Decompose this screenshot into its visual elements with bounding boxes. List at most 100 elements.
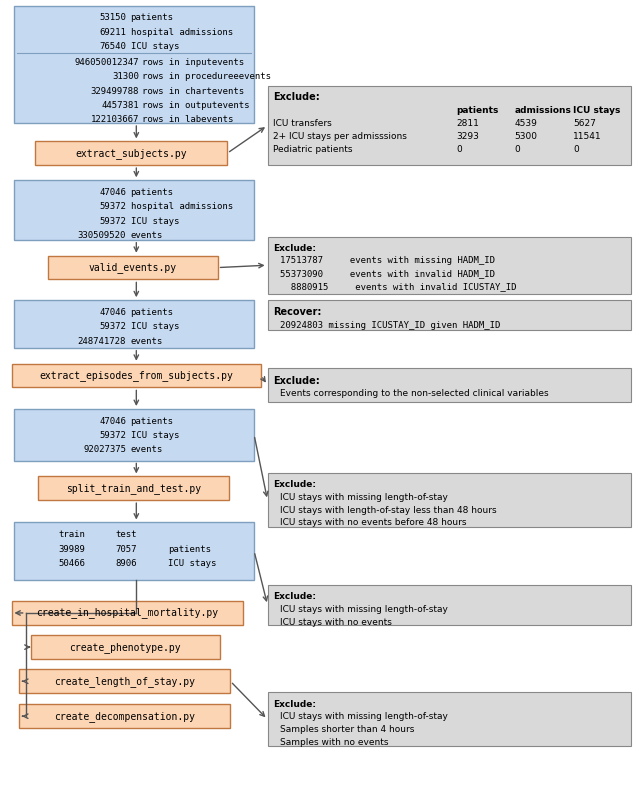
Text: Exclude:: Exclude:	[273, 244, 316, 252]
Text: 0: 0	[456, 145, 462, 153]
Text: 4539: 4539	[515, 119, 538, 128]
FancyBboxPatch shape	[19, 704, 230, 728]
Text: 248741728: 248741728	[77, 337, 126, 345]
Text: hospital admissions: hospital admissions	[131, 28, 233, 37]
Text: Samples shorter than 4 hours: Samples shorter than 4 hours	[280, 725, 415, 734]
Text: Exclude:: Exclude:	[273, 376, 319, 386]
Text: ICU transfers: ICU transfers	[273, 119, 332, 128]
Text: 53150: 53150	[99, 13, 126, 22]
Text: 11541: 11541	[573, 132, 602, 141]
Text: events: events	[131, 337, 163, 345]
FancyBboxPatch shape	[48, 256, 218, 279]
Text: ICU stays: ICU stays	[168, 559, 216, 568]
Text: Samples with no events: Samples with no events	[280, 738, 389, 746]
FancyBboxPatch shape	[268, 368, 631, 402]
Text: 3293: 3293	[456, 132, 479, 141]
Text: 69211: 69211	[99, 28, 126, 37]
FancyBboxPatch shape	[14, 180, 254, 240]
FancyBboxPatch shape	[12, 364, 261, 387]
FancyBboxPatch shape	[35, 141, 227, 165]
Text: 5627: 5627	[573, 119, 596, 128]
FancyBboxPatch shape	[14, 300, 254, 348]
Text: Exclude:: Exclude:	[273, 700, 316, 708]
Text: patients: patients	[131, 188, 173, 197]
Text: 92027375: 92027375	[83, 445, 126, 454]
Text: ICU stays with missing length-of-stay: ICU stays with missing length-of-stay	[280, 493, 448, 502]
Text: rows in chartevents: rows in chartevents	[142, 87, 244, 95]
Text: rows in labevents: rows in labevents	[142, 115, 234, 124]
Text: ICU stays with no events: ICU stays with no events	[280, 618, 392, 626]
Text: split_train_and_test.py: split_train_and_test.py	[66, 483, 202, 494]
Text: 59372: 59372	[99, 322, 126, 331]
Text: Exclude:: Exclude:	[273, 92, 319, 102]
Text: 47046: 47046	[99, 188, 126, 197]
FancyBboxPatch shape	[268, 473, 631, 527]
Text: rows in procedureeevents: rows in procedureeevents	[142, 72, 271, 81]
Text: ICU stays: ICU stays	[131, 431, 179, 440]
Text: 5300: 5300	[515, 132, 538, 141]
Text: 2+ ICU stays per admisssions: 2+ ICU stays per admisssions	[273, 132, 406, 141]
Text: 7057: 7057	[115, 545, 137, 553]
FancyBboxPatch shape	[14, 409, 254, 461]
Text: 76540: 76540	[99, 42, 126, 51]
Text: 0: 0	[515, 145, 520, 153]
Text: create_in_hospital_mortality.py: create_in_hospital_mortality.py	[36, 607, 218, 619]
FancyBboxPatch shape	[268, 237, 631, 294]
Text: events: events	[131, 445, 163, 454]
Text: extract_episodes_from_subjects.py: extract_episodes_from_subjects.py	[40, 370, 233, 381]
Text: valid_events.py: valid_events.py	[89, 262, 177, 273]
Text: 8906: 8906	[115, 559, 137, 568]
Text: extract_subjects.py: extract_subjects.py	[76, 148, 187, 159]
FancyBboxPatch shape	[268, 86, 631, 165]
Text: train: train	[58, 530, 85, 539]
Text: patients: patients	[168, 545, 211, 553]
Text: ICU stays with no events before 48 hours: ICU stays with no events before 48 hours	[280, 518, 467, 527]
Text: patients: patients	[131, 417, 173, 426]
FancyBboxPatch shape	[12, 601, 243, 625]
Text: 31300: 31300	[112, 72, 139, 81]
FancyBboxPatch shape	[14, 522, 254, 580]
FancyBboxPatch shape	[268, 692, 631, 746]
Text: create_decompensation.py: create_decompensation.py	[54, 711, 195, 722]
FancyBboxPatch shape	[19, 669, 230, 693]
FancyBboxPatch shape	[31, 635, 220, 659]
Text: 17513787     events with missing HADM_ID: 17513787 events with missing HADM_ID	[280, 256, 495, 265]
Text: ICU stays: ICU stays	[131, 42, 179, 51]
Text: rows in outputevents: rows in outputevents	[142, 101, 250, 110]
Text: 946050012347: 946050012347	[74, 58, 139, 67]
FancyBboxPatch shape	[14, 6, 254, 123]
Text: Events corresponding to the non-selected clinical variables: Events corresponding to the non-selected…	[280, 389, 549, 398]
Text: Pediatric patients: Pediatric patients	[273, 145, 352, 153]
Text: ICU stays with length-of-stay less than 48 hours: ICU stays with length-of-stay less than …	[280, 506, 497, 515]
Text: ICU stays: ICU stays	[573, 106, 620, 115]
Text: ICU stays with missing length-of-stay: ICU stays with missing length-of-stay	[280, 712, 448, 721]
Text: ICU stays with missing length-of-stay: ICU stays with missing length-of-stay	[280, 605, 448, 614]
Text: 59372: 59372	[99, 202, 126, 211]
Text: 55373090     events with invalid HADM_ID: 55373090 events with invalid HADM_ID	[280, 269, 495, 278]
Text: hospital admissions: hospital admissions	[131, 202, 233, 211]
Text: ICU stays: ICU stays	[131, 322, 179, 331]
Text: Exclude:: Exclude:	[273, 480, 316, 489]
Text: Exclude:: Exclude:	[273, 592, 316, 601]
Text: ICU stays: ICU stays	[131, 217, 179, 225]
Text: patients: patients	[131, 308, 173, 317]
Text: patients: patients	[456, 106, 499, 115]
Text: create_length_of_stay.py: create_length_of_stay.py	[54, 676, 195, 687]
Text: test: test	[115, 530, 137, 539]
Text: 47046: 47046	[99, 417, 126, 426]
Text: 8880915     events with invalid ICUSTAY_ID: 8880915 events with invalid ICUSTAY_ID	[280, 282, 517, 291]
Text: rows in inputevents: rows in inputevents	[142, 58, 244, 67]
FancyBboxPatch shape	[268, 300, 631, 330]
Text: 47046: 47046	[99, 308, 126, 317]
Text: 122103667: 122103667	[90, 115, 139, 124]
Text: 20924803 missing ICUSTAY_ID given HADM_ID: 20924803 missing ICUSTAY_ID given HADM_I…	[280, 321, 500, 330]
Text: create_phenotype.py: create_phenotype.py	[69, 642, 181, 653]
Text: Recover:: Recover:	[273, 307, 321, 318]
Text: 4457381: 4457381	[101, 101, 139, 110]
Text: 0: 0	[573, 145, 579, 153]
Text: 2811: 2811	[456, 119, 479, 128]
Text: 59372: 59372	[99, 217, 126, 225]
Text: admissions: admissions	[515, 106, 572, 115]
Text: 330509520: 330509520	[77, 231, 126, 240]
FancyBboxPatch shape	[268, 585, 631, 625]
